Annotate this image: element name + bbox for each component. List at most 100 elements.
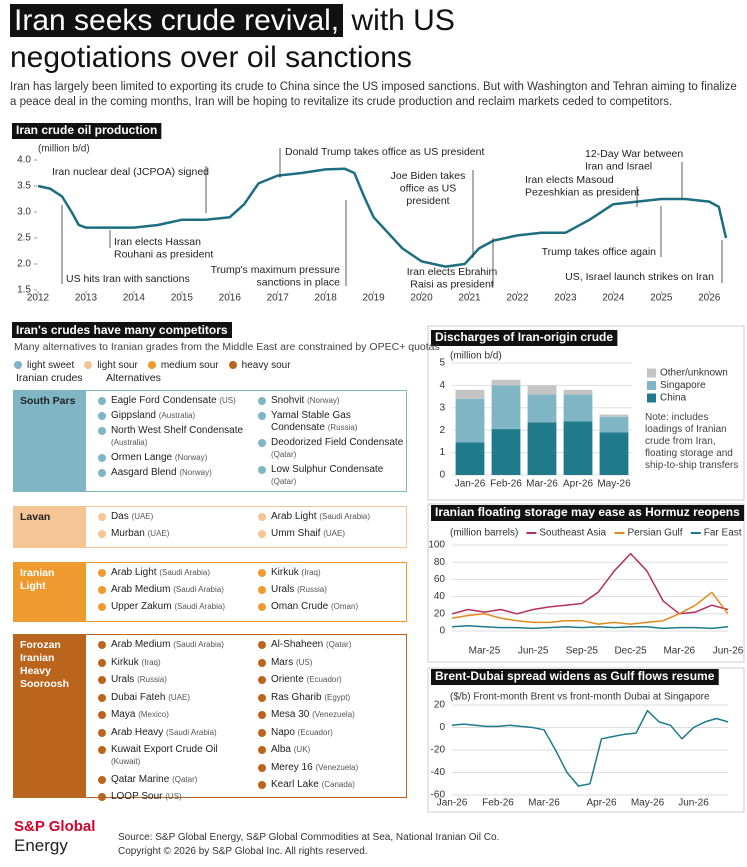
chart-title-bg [12,123,162,139]
crude-name: Deodorized Field Condensate [270,437,404,448]
x-tick-label: 2016 [219,293,242,304]
x-tick-label: Mar-26 [526,479,558,490]
bar-segment [455,389,485,399]
crude-name: Gippsland [110,410,156,421]
crude-origin: (Saudi Arabia) [165,727,217,737]
y-tick-label: 20 [434,608,446,619]
legend-label: Persian Gulf [628,528,683,539]
crude-text: Umm Shaif (UAE) [271,528,345,540]
y-tick-label: 60 [434,574,446,585]
grade-dot [257,781,266,789]
alternative: Ormen Lange (Norway) [97,452,246,464]
y-axis-unit: (million barrels) [450,528,518,539]
alternative: Oriente (Ecuador) [257,674,406,686]
bar-segment [491,429,521,475]
brand-sub: Energy [14,836,68,855]
crude-name: Kuwait Export Crude Oil [110,744,218,755]
x-tick-label: Feb-26 [490,479,522,490]
alternative: Napo (Ecuador) [257,727,406,739]
y-tick-label: 2.0 [17,259,31,270]
crude-origin: (Saudi Arabia) [173,640,224,649]
crude-group: South Pars Eagle Ford Condensate (US) Gipp… [13,390,407,492]
crude-name: Arab Light [270,511,317,522]
alternative: Kearl Lake (Canada) [257,779,406,791]
annotation: office as US [400,182,456,194]
alternative: Aasgard Blend (Norway) [97,467,246,479]
crude-origin: (Kuwait) [110,757,141,766]
crude-origin: (Saudi Arabia) [319,512,371,521]
annotation: Iran elects Ebrahim [407,266,498,278]
crude-origin: (Mexico) [138,710,169,719]
crude-name: Arab Medium [110,639,171,650]
crude-origin: (Iraq) [301,568,321,577]
alternative: Kuwait Export Crude Oil (Kuwait) [97,744,246,768]
x-tick-label: Apr-26 [563,479,593,490]
x-tick-label: Jan-26 [455,479,486,490]
crude-name: Mars [270,656,294,668]
crude-text: Kirkuk (Iraq) [271,567,321,579]
annotation: Iran and Israel [585,160,652,172]
crude-origin: (Qatar) [326,640,352,649]
crude-origin: (Norway) [307,396,340,405]
alternative: Das (UAE) [97,511,246,523]
chart-title-bg [431,505,745,521]
bar-segment [599,432,629,475]
alt-column: Snohvit (Norway) Yamal Stable Gas Condens… [246,391,406,491]
crude-name: Dubai Fateh [110,691,166,703]
crude-text: Arab Light (Saudi Arabia) [111,567,210,579]
crude-name: Das [110,511,129,522]
grade-dot [97,412,106,420]
crude-text: Oman Crude (Oman) [271,601,358,613]
grade-dot [97,641,106,649]
legend-label: China [660,393,687,404]
x-tick-label: 2024 [602,293,625,304]
bar-segment [455,442,485,475]
alt-column: Arab Light (Saudi Arabia) Arab Medium (Sa… [86,563,246,621]
crude-origin: (Qatar) [172,774,198,784]
title: Iran seeks crude revival, with US negoti… [10,2,540,76]
alt-column: Al-Shaheen (Qatar) Mars (US) Oriente (Ecua… [246,635,406,797]
y-axis-unit: (million b/d) [38,144,90,155]
alternative: Snohvit (Norway) [257,395,406,407]
grade-dot [97,728,106,737]
crude-origin: (Saudi Arabia) [174,602,226,611]
grade-dot [257,586,266,594]
crude-text: Kirkuk (Iraq) [111,657,161,669]
grade-dot [97,658,106,667]
bar-segment [563,394,593,422]
crude-origin: (Saudi Arabia) [159,568,211,577]
bar-segment [599,414,629,417]
crude-origin: (Russia) [297,585,327,594]
crude-name: Kirkuk [110,656,139,668]
crude-origin: (Qatar) [270,450,297,459]
crude-name: Arab Heavy [110,726,164,738]
legend-dot [84,361,93,369]
crude-origin: (Russia) [137,675,167,684]
y-tick-label: 1 [439,447,445,458]
y-tick-label: 5 [439,358,445,369]
grade-dot [257,763,266,772]
crude-origin: (Ecuador) [306,675,342,684]
x-tick-label: 2017 [267,293,290,304]
copyright: Copyright © 2026 by S&P Global Inc. All … [118,846,368,857]
crude-name: North West Shelf Condensate [110,425,244,436]
y-tick-label: 20 [434,700,446,711]
alternative: Alba (UK) [257,744,406,756]
crude-text: Kuwait Export Crude Oil (Kuwait) [111,744,246,768]
alternative: Kirkuk (Iraq) [257,567,406,579]
iranian-crude: Iranian Light [14,563,86,621]
alternative: Ras Gharib (Egypt) [257,692,406,704]
panel-frame [427,325,745,501]
bar-segment [527,394,557,423]
crude-origin: (UK) [293,745,311,754]
alternative: Mars (US) [257,656,406,669]
legend-item: light sour [84,360,138,371]
iranian-crude: Lavan [14,507,86,547]
crude-origin: (Australia) [158,411,196,420]
annotation: Iran elects Hassan [114,236,201,248]
iranian-crude: South Pars [14,391,86,491]
x-tick-label: 2012 [27,293,50,304]
legend-label: Southeast Asia [539,528,606,539]
